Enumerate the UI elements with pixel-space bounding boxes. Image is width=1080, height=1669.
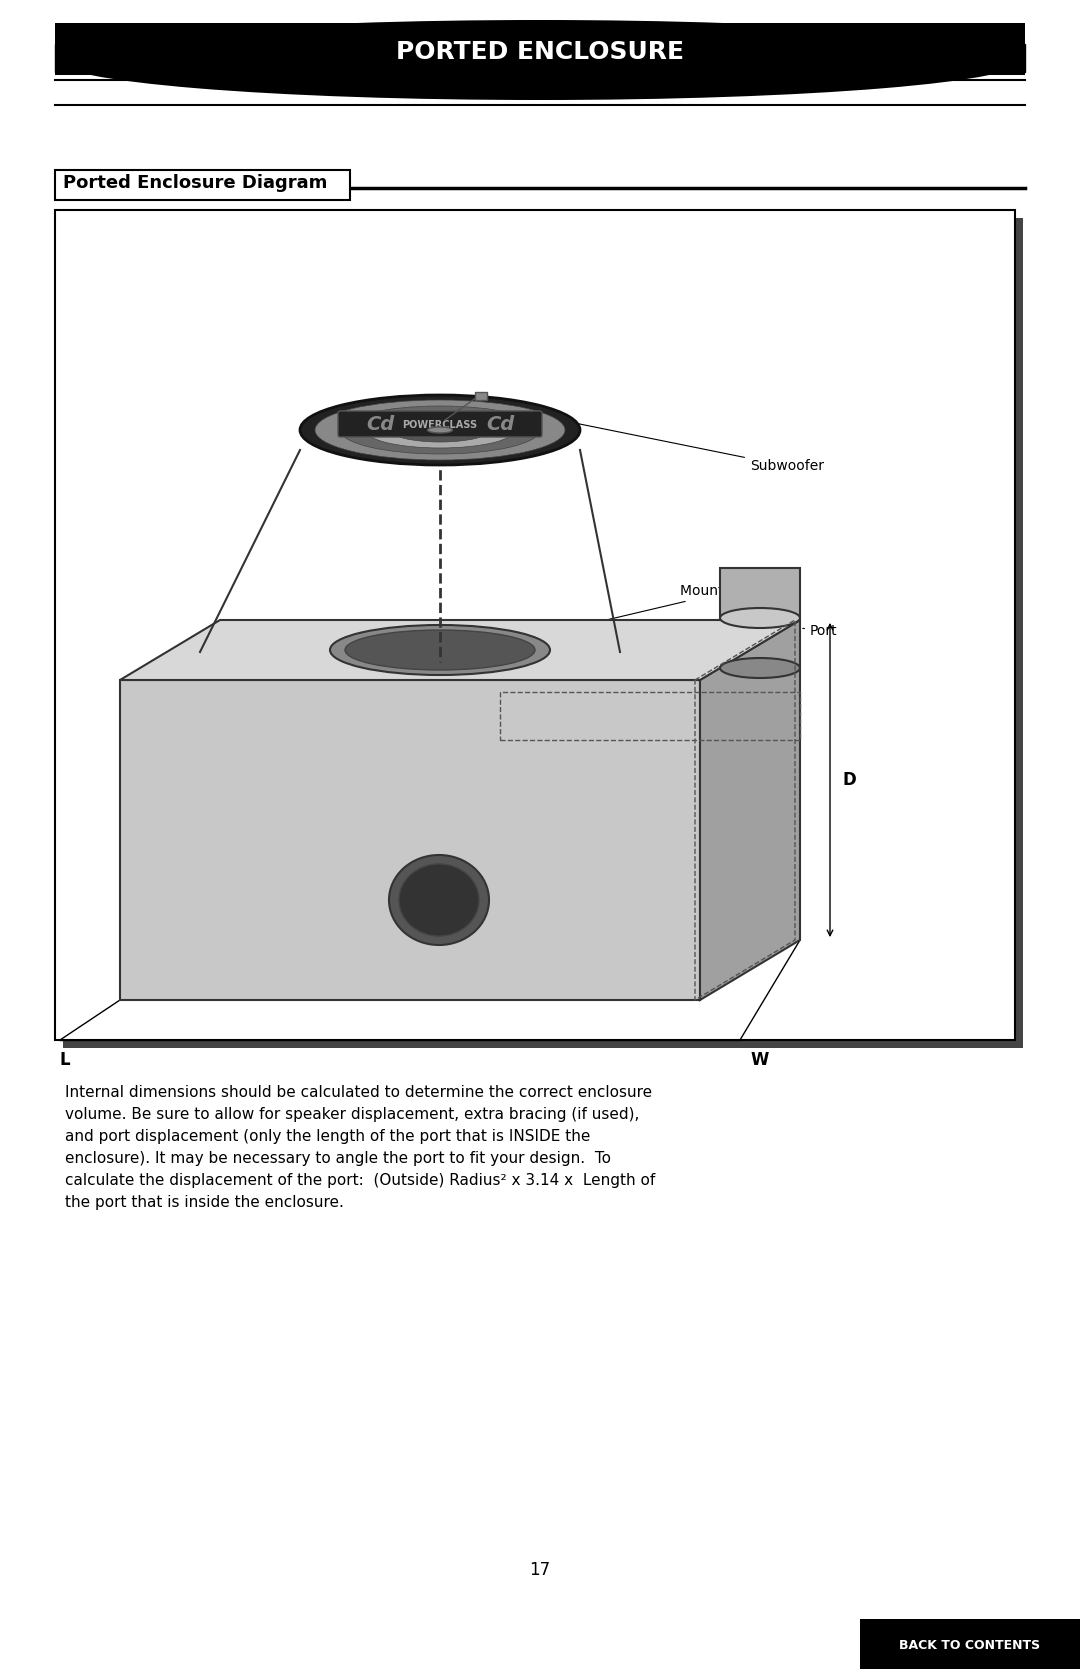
Text: volume. Be sure to allow for speaker displacement, extra bracing (if used),: volume. Be sure to allow for speaker dis… [65,1107,639,1122]
Text: POWERCLASS: POWERCLASS [403,421,477,431]
Bar [475,392,487,401]
Text: Cd: Cd [486,416,514,434]
Polygon shape [120,679,700,1000]
Ellipse shape [720,658,800,678]
Ellipse shape [428,427,453,432]
Bar [55,43,1025,72]
Bar [55,210,1015,1040]
Ellipse shape [365,412,515,447]
Polygon shape [700,619,800,1000]
Text: Subwoofer: Subwoofer [563,421,824,472]
Text: W: W [751,1051,769,1070]
Text: calculate the displacement of the port:  (Outside) Radius² x 3.14 x  Length of: calculate the displacement of the port: … [65,1173,656,1188]
Bar [500,693,800,739]
FancyBboxPatch shape [55,23,1025,75]
Text: Port: Port [802,624,838,638]
Bar [63,219,1023,1048]
FancyBboxPatch shape [55,170,350,200]
Ellipse shape [340,406,540,454]
Ellipse shape [410,422,470,437]
Ellipse shape [426,427,455,434]
Ellipse shape [720,608,800,628]
Text: BACK TO CONTENTS: BACK TO CONTENTS [900,1639,1040,1652]
Ellipse shape [300,396,580,466]
Text: the port that is inside the enclosure.: the port that is inside the enclosure. [65,1195,343,1210]
Text: Mounting hole: Mounting hole [502,584,779,644]
FancyBboxPatch shape [338,411,542,437]
Ellipse shape [399,865,480,936]
Polygon shape [120,619,800,679]
Ellipse shape [315,401,565,461]
Text: Cd: Cd [366,416,394,434]
Text: Internal dimensions should be calculated to determine the correct enclosure: Internal dimensions should be calculated… [65,1085,652,1100]
Text: D: D [842,771,855,789]
Ellipse shape [389,855,489,945]
Text: 17: 17 [529,1561,551,1579]
Ellipse shape [330,624,550,674]
Ellipse shape [345,629,535,669]
Text: PORTED ENCLOSURE: PORTED ENCLOSURE [396,40,684,63]
Bar [860,1619,1080,1669]
Bar [720,567,800,618]
Text: Ported Enclosure Diagram: Ported Enclosure Diagram [63,174,327,192]
Text: enclosure). It may be necessary to angle the port to fit your design.  To: enclosure). It may be necessary to angle… [65,1152,611,1167]
Ellipse shape [390,417,490,442]
Ellipse shape [55,20,1025,100]
Text: and port displacement (only the length of the port that is INSIDE the: and port displacement (only the length o… [65,1128,591,1143]
Text: L: L [59,1051,70,1070]
